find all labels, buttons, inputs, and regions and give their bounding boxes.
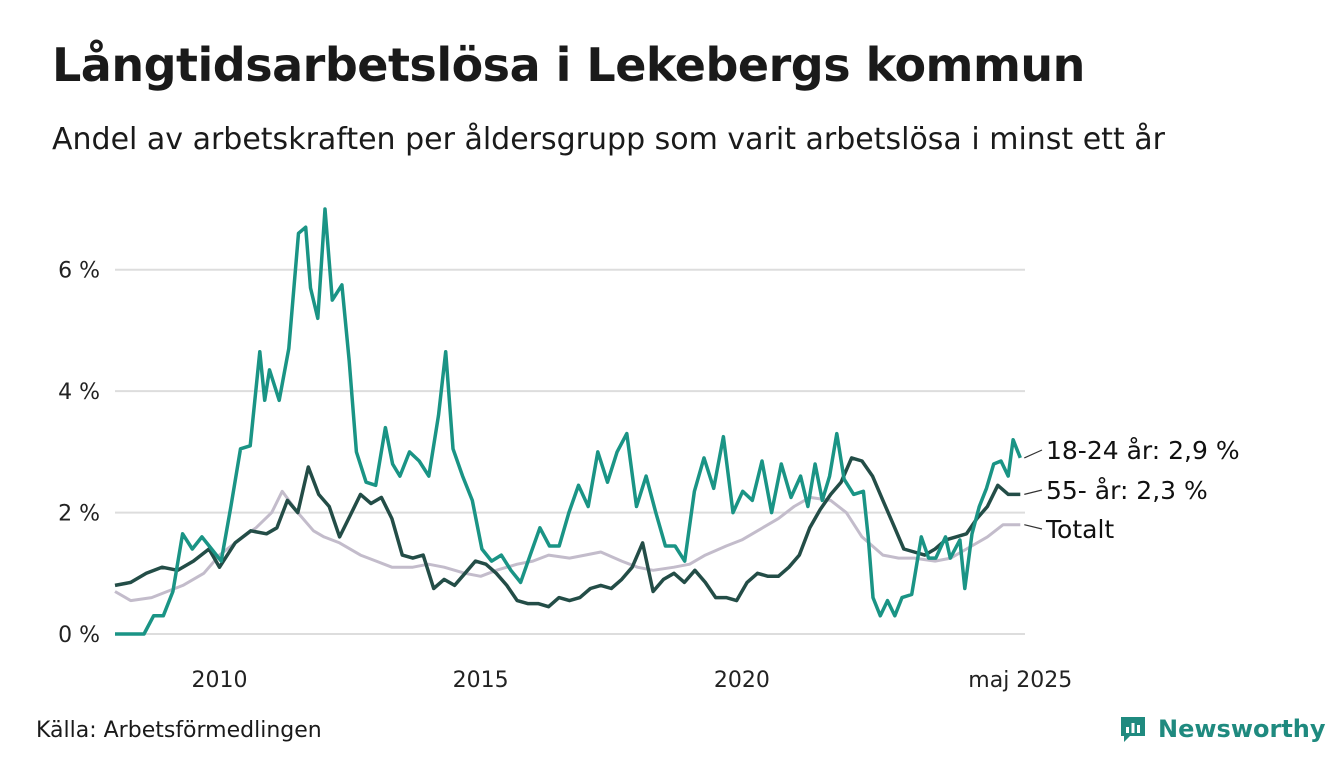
end-label-leader <box>1024 524 1043 530</box>
line-chart: 0 % 2 % 4 % 6 % 2010 2015 2020 maj 2025 18-24 … <box>58 207 1240 693</box>
x-tick-label: 2010 <box>191 668 247 693</box>
y-tick-label: 0 % <box>58 623 100 648</box>
x-axis-ticks: 2010 2015 2020 maj 2025 <box>191 668 1072 693</box>
brand-logo: Newsworthy <box>1118 714 1326 744</box>
series-end-label: Totalt <box>1045 515 1114 544</box>
brand-name: Newsworthy <box>1158 715 1326 743</box>
series-line <box>114 489 1021 603</box>
series-line <box>115 207 1022 636</box>
y-tick-label: 4 % <box>58 380 100 405</box>
newsworthy-logo-icon <box>1121 717 1145 742</box>
series-lines <box>114 207 1022 636</box>
chart-title: Långtidsarbetslösa i Lekebergs kommun <box>52 38 1085 92</box>
end-label-leader <box>1024 489 1043 495</box>
series-end-label: 55- år: 2,3 % <box>1046 476 1208 505</box>
y-tick-label: 6 % <box>58 259 100 284</box>
end-labels: 18-24 år: 2,9 % 55- år: 2,3 % Totalt <box>1024 436 1240 544</box>
series-line <box>114 456 1021 609</box>
x-tick-label: 2020 <box>714 668 770 693</box>
chart-subtitle: Andel av arbetskraften per åldersgrupp s… <box>52 122 1165 157</box>
y-tick-label: 2 % <box>58 502 100 527</box>
series-end-label: 18-24 år: 2,9 % <box>1046 436 1240 465</box>
x-tick-label: 2015 <box>453 668 509 693</box>
end-label-leader <box>1024 449 1043 459</box>
y-axis-ticks: 0 % 2 % 4 % 6 % <box>58 259 100 648</box>
source-note: Källa: Arbetsförmedlingen <box>36 718 322 743</box>
x-tick-label: maj 2025 <box>968 668 1072 693</box>
gridlines <box>115 268 1025 635</box>
